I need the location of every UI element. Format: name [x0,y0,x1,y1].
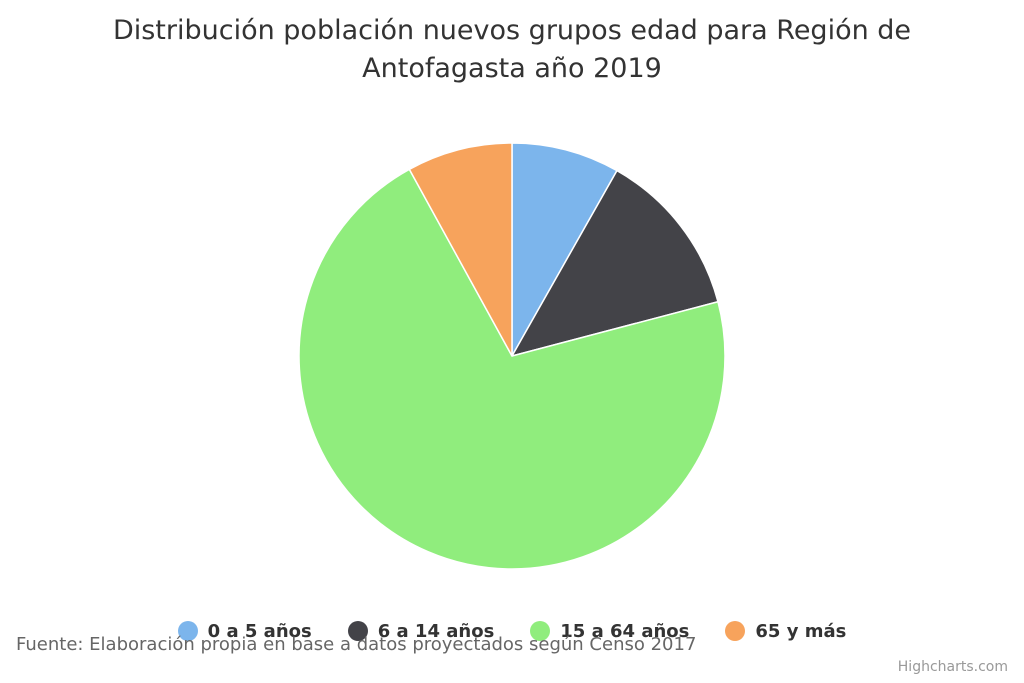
pie-slice-6-a-14-anos[interactable] [511,169,719,357]
legend-symbol-0-a-5 [177,621,198,641]
pie-slice-0-a-5-anos[interactable] [511,142,618,357]
legend-item-15-a-64[interactable]: 15 a 64 años [530,621,689,642]
legend-symbol-15-a-64 [530,621,551,641]
credits-link[interactable]: Highcharts.com [897,659,1008,675]
legend-symbol-6-a-14 [347,621,368,641]
legend-label-65-y-mas: 65 y más [755,620,847,642]
legend-item-65-y-mas[interactable]: 65 y más [725,621,846,642]
pie-slice-65-y-mas[interactable] [408,142,513,357]
legend-item-6-a-14[interactable]: 6 a 14 años [347,620,495,642]
legend-item-0-a-5[interactable]: 0 a 5 años [177,620,312,642]
legend-label-6-a-14: 6 a 14 años [377,620,495,642]
legend-symbol-65-y-mas [725,621,746,641]
source-note: Fuente: Elaboración propia en base a dat… [16,634,697,655]
legend-label-0-a-5: 0 a 5 años [207,620,312,642]
chart-title: Distribución población nuevos grupos eda… [112,15,912,84]
pie-slice-15-a-64-anos[interactable] [298,168,726,570]
legend-label-15-a-64: 15 a 64 años [560,620,690,642]
legend: 0 a 5 años 6 a 14 años 15 a 64 años 65 y… [0,616,1024,646]
